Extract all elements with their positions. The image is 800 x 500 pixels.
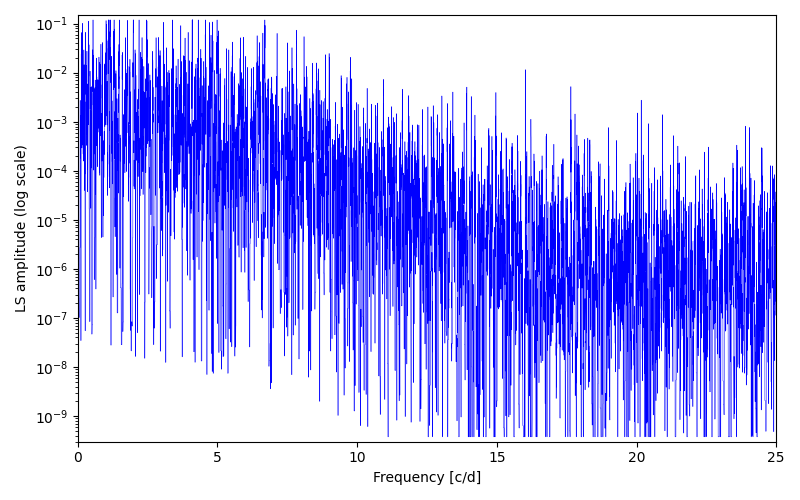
Y-axis label: LS amplitude (log scale): LS amplitude (log scale) [15,144,29,312]
X-axis label: Frequency [c/d]: Frequency [c/d] [373,471,481,485]
